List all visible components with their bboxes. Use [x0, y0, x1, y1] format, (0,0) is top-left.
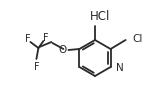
Text: O: O [58, 45, 66, 55]
Text: F: F [25, 34, 30, 44]
Text: N: N [116, 63, 123, 73]
Text: HCl: HCl [90, 10, 110, 23]
Text: F: F [43, 33, 48, 43]
Text: Cl: Cl [133, 34, 143, 44]
Text: F: F [34, 62, 39, 72]
